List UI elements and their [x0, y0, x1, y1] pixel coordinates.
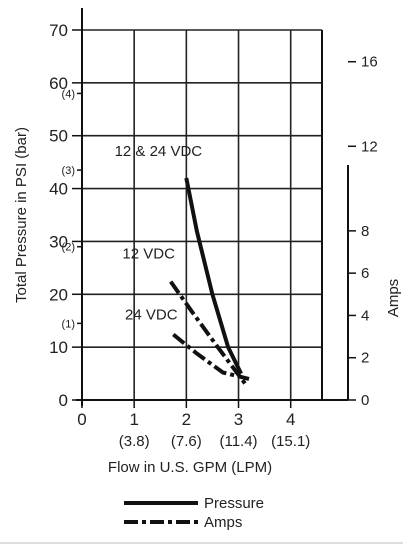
x-tick-label: 2	[182, 410, 191, 429]
y-tick-label: 70	[49, 21, 68, 40]
y-tick-label: 30	[49, 232, 68, 251]
y2-tick-label: 12	[361, 138, 378, 155]
y2-axis-label: Amps	[385, 279, 402, 317]
grid	[82, 29, 322, 400]
series-annotation: 12 & 24 VDC	[115, 143, 203, 160]
y-tick-label: 20	[49, 285, 68, 304]
y2-tick-label: 8	[361, 223, 369, 240]
y2-tick-label: 6	[361, 265, 369, 282]
axis-labels: Flow in U.S. GPM (LPM) Total Pressure in…	[13, 127, 402, 476]
x-tick-sublabel: (7.6)	[171, 433, 202, 450]
x-tick-sublabel: (11.4)	[219, 433, 257, 450]
series-line-2	[172, 332, 250, 381]
axes	[76, 8, 349, 406]
x-tick-label: 0	[77, 410, 86, 429]
y-tick-label: 0	[59, 391, 68, 410]
y-tick-label: 60	[49, 74, 68, 93]
annotations: 12 & 24 VDC 12 VDC 24 VDC	[115, 143, 203, 323]
series-annotation: 12 VDC	[122, 246, 175, 263]
y-tick-label: 50	[49, 127, 68, 146]
y-axis-label: Total Pressure in PSI (bar)	[13, 127, 30, 303]
legend-label: Pressure	[204, 495, 264, 512]
x-tick-label: 3	[234, 410, 243, 429]
legend-label: Amps	[204, 514, 242, 531]
x-tick-sublabel: (15.1)	[271, 433, 310, 450]
x-axis-label: Flow in U.S. GPM (LPM)	[108, 459, 272, 476]
series-lines	[169, 177, 250, 387]
series-line-1	[169, 280, 248, 387]
y2-tick-label: 2	[361, 350, 369, 367]
y-bar-tick-label: (1)	[62, 318, 75, 330]
x-tick-label: 4	[286, 410, 295, 429]
y-bar-tick-label: (3)	[62, 165, 75, 177]
y2-tick-label: 4	[361, 307, 369, 324]
legend: Pressure Amps	[124, 495, 264, 531]
x-tick-sublabel: (3.8)	[119, 433, 150, 450]
x-tick-label: 1	[129, 410, 138, 429]
y-tick-label: 10	[49, 338, 68, 357]
y-tick-label: 40	[49, 180, 68, 199]
series-line-0	[184, 177, 243, 375]
y-bar-tick-label: (4)	[62, 88, 75, 100]
series-annotation: 24 VDC	[125, 306, 178, 323]
y2-tick-label: 16	[361, 54, 378, 71]
y-bar-tick-label: (2)	[62, 242, 75, 254]
y2-tick-label: 0	[361, 392, 369, 409]
